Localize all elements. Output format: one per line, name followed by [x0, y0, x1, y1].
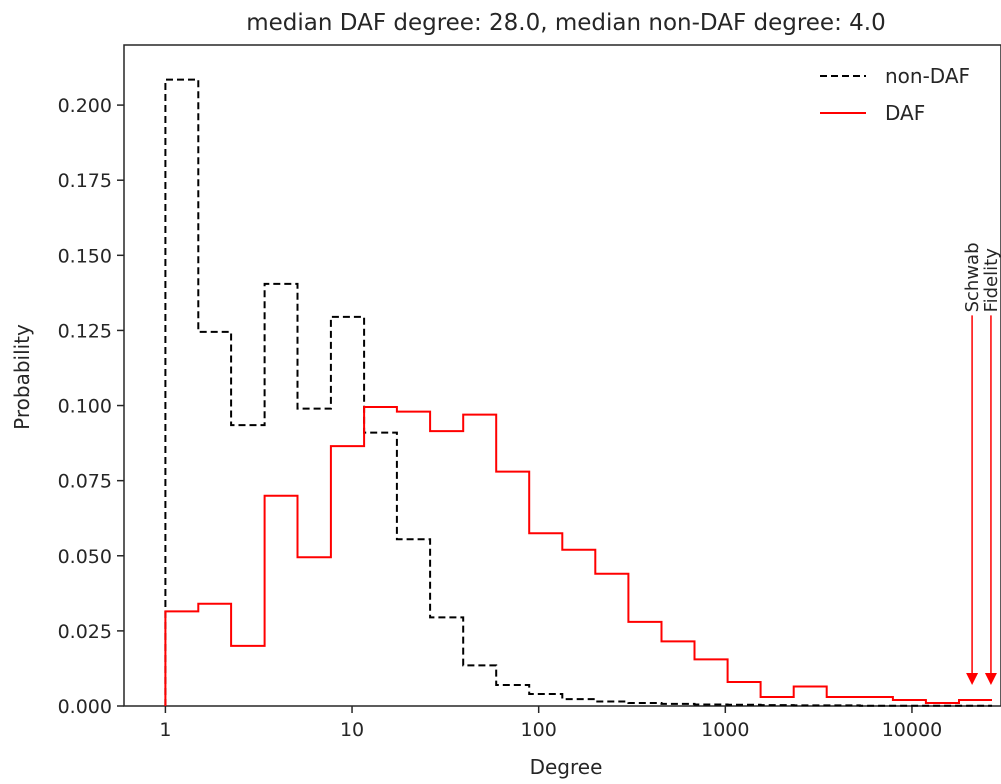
y-tick-label: 0.050 — [58, 546, 112, 568]
x-tick-label: 100 — [521, 719, 557, 741]
y-tick-label: 0.075 — [58, 471, 112, 493]
y-tick-label: 0.000 — [58, 696, 112, 718]
x-tick-label: 10 — [340, 719, 364, 741]
x-tick-label: 1 — [159, 719, 171, 741]
annotation-label: Fidelity — [981, 248, 1001, 313]
chart-title: median DAF degree: 28.0, median non-DAF … — [246, 10, 885, 36]
legend-label: non-DAF — [885, 64, 970, 88]
y-tick-label: 0.200 — [58, 95, 112, 117]
series-line-non-daf — [164, 78, 992, 707]
legend-label: DAF — [885, 101, 925, 125]
plot-frame — [123, 44, 1001, 707]
axis-ticks: 1 10 100 1000 10000 0.000 0.025 0.050 0.075 0.100… — [58, 95, 943, 741]
x-axis-label: Degree — [530, 755, 603, 779]
annotation-arrowhead — [966, 672, 979, 685]
y-tick-label: 0.125 — [58, 320, 112, 342]
legend: non-DAF DAF — [820, 64, 970, 125]
series-line-daf — [164, 406, 992, 706]
plot-area — [123, 44, 1001, 707]
series-lines — [164, 78, 992, 707]
y-tick-label: 0.175 — [58, 170, 112, 192]
x-tick-label: 10000 — [882, 719, 942, 741]
y-tick-label: 0.025 — [58, 621, 112, 643]
y-axis-label: Probability — [10, 324, 34, 430]
x-tick-label: 1000 — [701, 719, 749, 741]
y-tick-label: 0.150 — [58, 245, 112, 267]
annotation-arrowhead — [984, 672, 997, 685]
annotation-label: Schwab — [962, 242, 983, 312]
y-tick-label: 0.100 — [58, 396, 112, 418]
